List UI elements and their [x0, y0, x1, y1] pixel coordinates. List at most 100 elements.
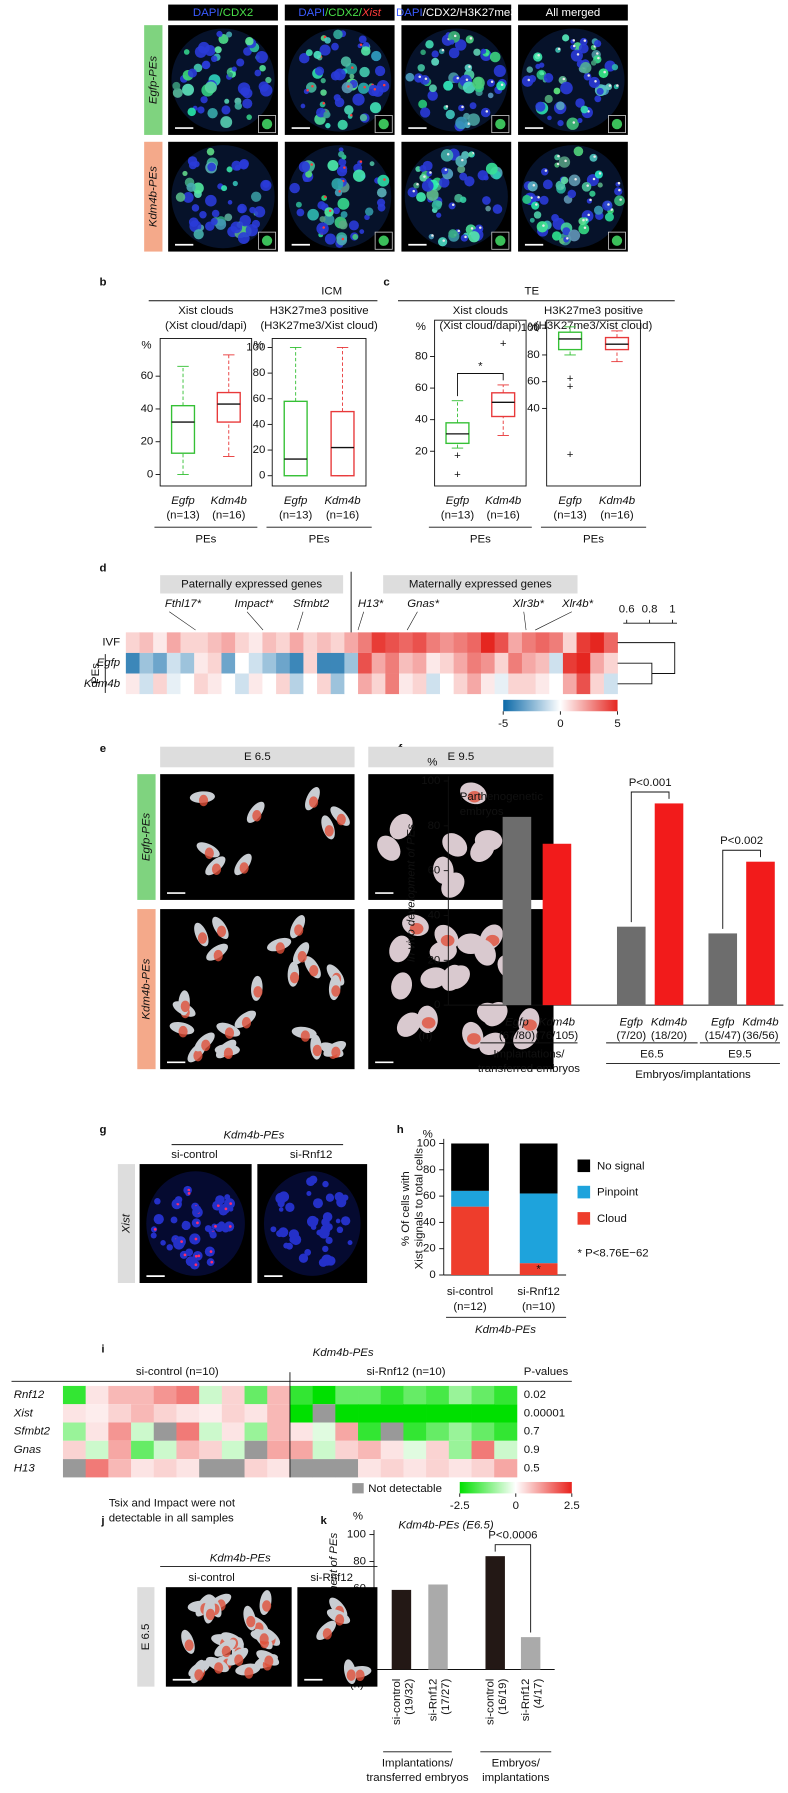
colorbar-label: 0	[513, 1500, 519, 1512]
signal	[350, 114, 353, 117]
nucleus	[324, 37, 331, 44]
bar-segment	[520, 1143, 558, 1193]
outlier: +	[500, 338, 507, 350]
signal	[566, 237, 569, 240]
x-tick-label: si-Rnf12	[517, 1286, 560, 1298]
nucleus	[466, 35, 474, 43]
n-label: (7/20)	[616, 1030, 646, 1042]
nucleus	[339, 220, 348, 229]
not-detectable-cell	[381, 1423, 404, 1441]
heatmap-cell	[108, 1423, 131, 1441]
not-detectable-cell	[313, 1459, 336, 1477]
nucleus	[341, 211, 348, 218]
heatmap-cell	[262, 674, 276, 695]
nucleus	[605, 83, 612, 90]
signal	[557, 155, 560, 158]
nucleus	[325, 234, 336, 245]
heatmap-cell	[426, 1386, 449, 1404]
nucleus	[240, 215, 251, 226]
nucleus	[420, 107, 430, 117]
heatmap-cell	[454, 632, 468, 653]
gene-label: H13*	[358, 598, 384, 610]
nucleus	[568, 190, 577, 199]
nucleus	[446, 110, 455, 119]
y-unit: %	[427, 757, 437, 769]
signal	[564, 160, 567, 163]
x-tick-label: Kdm4b	[324, 495, 360, 507]
legend-swatch	[578, 1160, 591, 1173]
y-tick-label: 20	[423, 1243, 436, 1255]
heatmap-cell	[245, 1404, 268, 1422]
nucleus	[207, 148, 215, 156]
legend-label: Pinpoint	[597, 1187, 639, 1199]
signal	[412, 190, 415, 193]
nucleus	[568, 230, 580, 242]
y-tick-label: 100	[521, 322, 540, 334]
nucleus	[307, 209, 319, 221]
nucleus	[448, 229, 457, 238]
embryo-red	[309, 965, 318, 976]
row-label: Gnas	[14, 1444, 42, 1456]
nucleus	[221, 185, 227, 191]
heatmap-cell	[176, 1423, 199, 1441]
bar-segment	[451, 1207, 489, 1275]
row-group-label: PEs	[90, 663, 102, 684]
bar-segment	[451, 1143, 489, 1190]
nucleus	[309, 1176, 317, 1184]
nucleus	[331, 43, 339, 51]
micrograph	[297, 1587, 377, 1686]
embryo-red	[325, 825, 334, 836]
micrograph	[257, 1164, 367, 1283]
nucleus	[224, 99, 229, 104]
column-header: DAPI/CDX2/H3K27me3	[396, 7, 517, 19]
nucleus	[554, 88, 561, 95]
group-title: Maternally expressed genes	[409, 578, 552, 590]
heatmap-cell	[290, 674, 304, 695]
outlier: +	[567, 381, 574, 393]
nucleus	[215, 1195, 225, 1205]
nucleus	[212, 210, 220, 218]
nucleus	[545, 95, 553, 103]
heatmap-cell	[317, 632, 331, 653]
y-tick-label: 60	[141, 370, 154, 382]
signal	[618, 182, 621, 185]
heatmap-cell	[481, 653, 495, 674]
nucleus	[594, 95, 601, 102]
heatmap-cell	[303, 653, 317, 674]
heatmap-cell	[267, 1386, 290, 1404]
heatmap-cell	[63, 1386, 86, 1404]
signal	[195, 1238, 198, 1241]
y-tick-label: 80	[415, 351, 428, 363]
nucleus	[559, 156, 570, 167]
heatmap-cell	[449, 1441, 472, 1459]
signal	[306, 89, 309, 92]
heatmap-cell	[472, 1404, 495, 1422]
heatmap-cell	[245, 1386, 268, 1404]
embryo-red	[252, 810, 261, 821]
y-tick-label: 60	[253, 393, 266, 405]
embryo-red	[185, 1640, 194, 1651]
bar	[503, 817, 532, 1005]
nucleus	[334, 68, 346, 80]
heatmap-cell	[403, 1386, 426, 1404]
heatmap-cell	[221, 632, 235, 653]
micrograph	[160, 774, 354, 900]
nucleus	[490, 52, 501, 63]
x-tick-label: si-Rnf12	[427, 1679, 439, 1722]
nucleus	[285, 1203, 294, 1212]
nucleus	[473, 49, 480, 56]
panel-title: Kdm4b-PEs	[223, 1130, 284, 1142]
y-tick-label: 40	[423, 1216, 436, 1228]
nucleus	[359, 67, 369, 77]
inset-nucleus	[495, 119, 505, 129]
nucleus	[314, 1218, 319, 1223]
n-label: (4/17)	[533, 1678, 545, 1708]
nucleus	[429, 84, 437, 92]
nucleus	[184, 49, 190, 55]
y-tick-label: 20	[253, 444, 266, 456]
nucleus	[325, 123, 330, 128]
panel-letter: h	[397, 1124, 404, 1136]
header-part: /CDX2	[220, 7, 254, 19]
signal	[573, 45, 576, 48]
nucleus	[418, 64, 425, 71]
